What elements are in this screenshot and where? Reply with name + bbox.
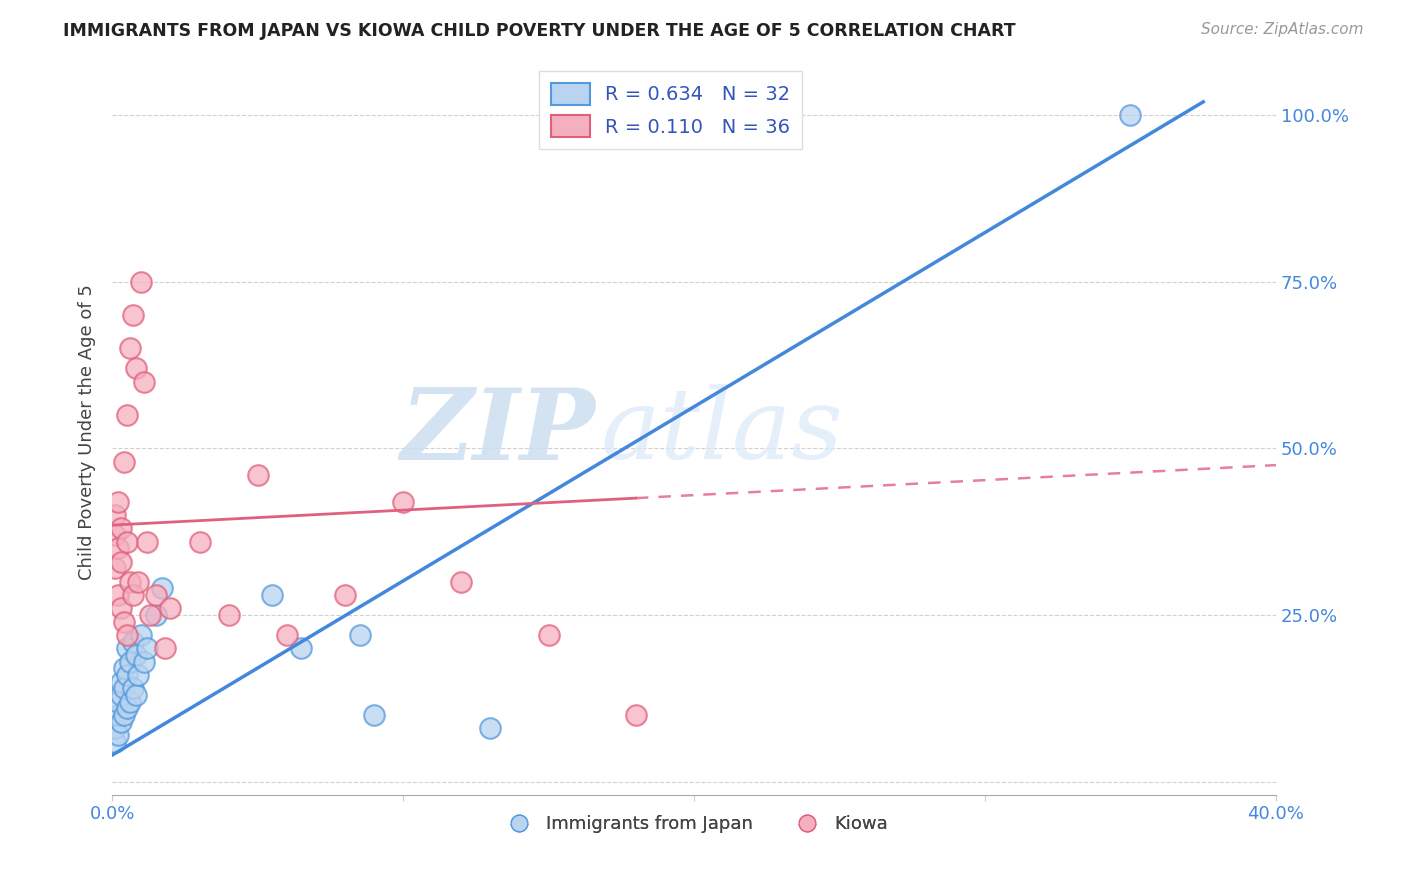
Point [479, 722, 502, 736]
Point [104, 735, 127, 749]
Point [118, 695, 141, 709]
Point [150, 582, 173, 596]
Text: atlas: atlas [600, 384, 844, 479]
Point [159, 601, 181, 615]
Y-axis label: Child Poverty Under the Age of 5: Child Poverty Under the Age of 5 [79, 284, 96, 580]
Point [124, 688, 146, 702]
Point [139, 608, 162, 623]
Point [188, 534, 211, 549]
Point [450, 574, 472, 589]
Point [136, 641, 159, 656]
Point [112, 455, 135, 469]
Text: Source: ZipAtlas.com: Source: ZipAtlas.com [1201, 22, 1364, 37]
Point [118, 655, 141, 669]
Point [115, 628, 138, 642]
Point [110, 601, 132, 615]
Point [127, 574, 149, 589]
Point [104, 561, 127, 575]
Point [118, 342, 141, 356]
Point [131, 628, 153, 642]
Point [131, 275, 153, 289]
Point [104, 528, 127, 542]
Point [134, 375, 156, 389]
Point [290, 641, 312, 656]
Point [107, 541, 129, 556]
Point [110, 674, 132, 689]
Point [112, 681, 135, 696]
Point [115, 701, 138, 715]
Point [392, 495, 415, 509]
Point [121, 681, 143, 696]
Point [121, 634, 143, 648]
Point [110, 688, 132, 702]
Point [112, 615, 135, 629]
Point [107, 495, 129, 509]
Point [107, 695, 129, 709]
Point [110, 555, 132, 569]
Point [136, 534, 159, 549]
Point [262, 588, 284, 602]
Point [112, 708, 135, 723]
Point [121, 308, 143, 322]
Point [115, 641, 138, 656]
Point [145, 588, 167, 602]
Point [218, 608, 240, 623]
Point [124, 648, 146, 662]
Point [153, 641, 176, 656]
Point [363, 708, 385, 723]
Point [115, 408, 138, 422]
Point [121, 588, 143, 602]
Text: IMMIGRANTS FROM JAPAN VS KIOWA CHILD POVERTY UNDER THE AGE OF 5 CORRELATION CHAR: IMMIGRANTS FROM JAPAN VS KIOWA CHILD POV… [63, 22, 1017, 40]
Point [127, 668, 149, 682]
Point [104, 722, 127, 736]
Point [115, 534, 138, 549]
Text: ZIP: ZIP [401, 384, 595, 480]
Point [110, 521, 132, 535]
Point [112, 661, 135, 675]
Point [118, 574, 141, 589]
Point [145, 608, 167, 623]
Point [349, 628, 371, 642]
Point [107, 728, 129, 742]
Point [1119, 108, 1142, 122]
Point [104, 508, 127, 522]
Legend: Immigrants from Japan, Kiowa: Immigrants from Japan, Kiowa [494, 808, 894, 840]
Point [537, 628, 560, 642]
Point [124, 361, 146, 376]
Point [276, 628, 298, 642]
Point [134, 655, 156, 669]
Point [246, 468, 269, 483]
Point [110, 714, 132, 729]
Point [624, 708, 647, 723]
Point [107, 708, 129, 723]
Point [115, 668, 138, 682]
Point [333, 588, 356, 602]
Point [107, 588, 129, 602]
